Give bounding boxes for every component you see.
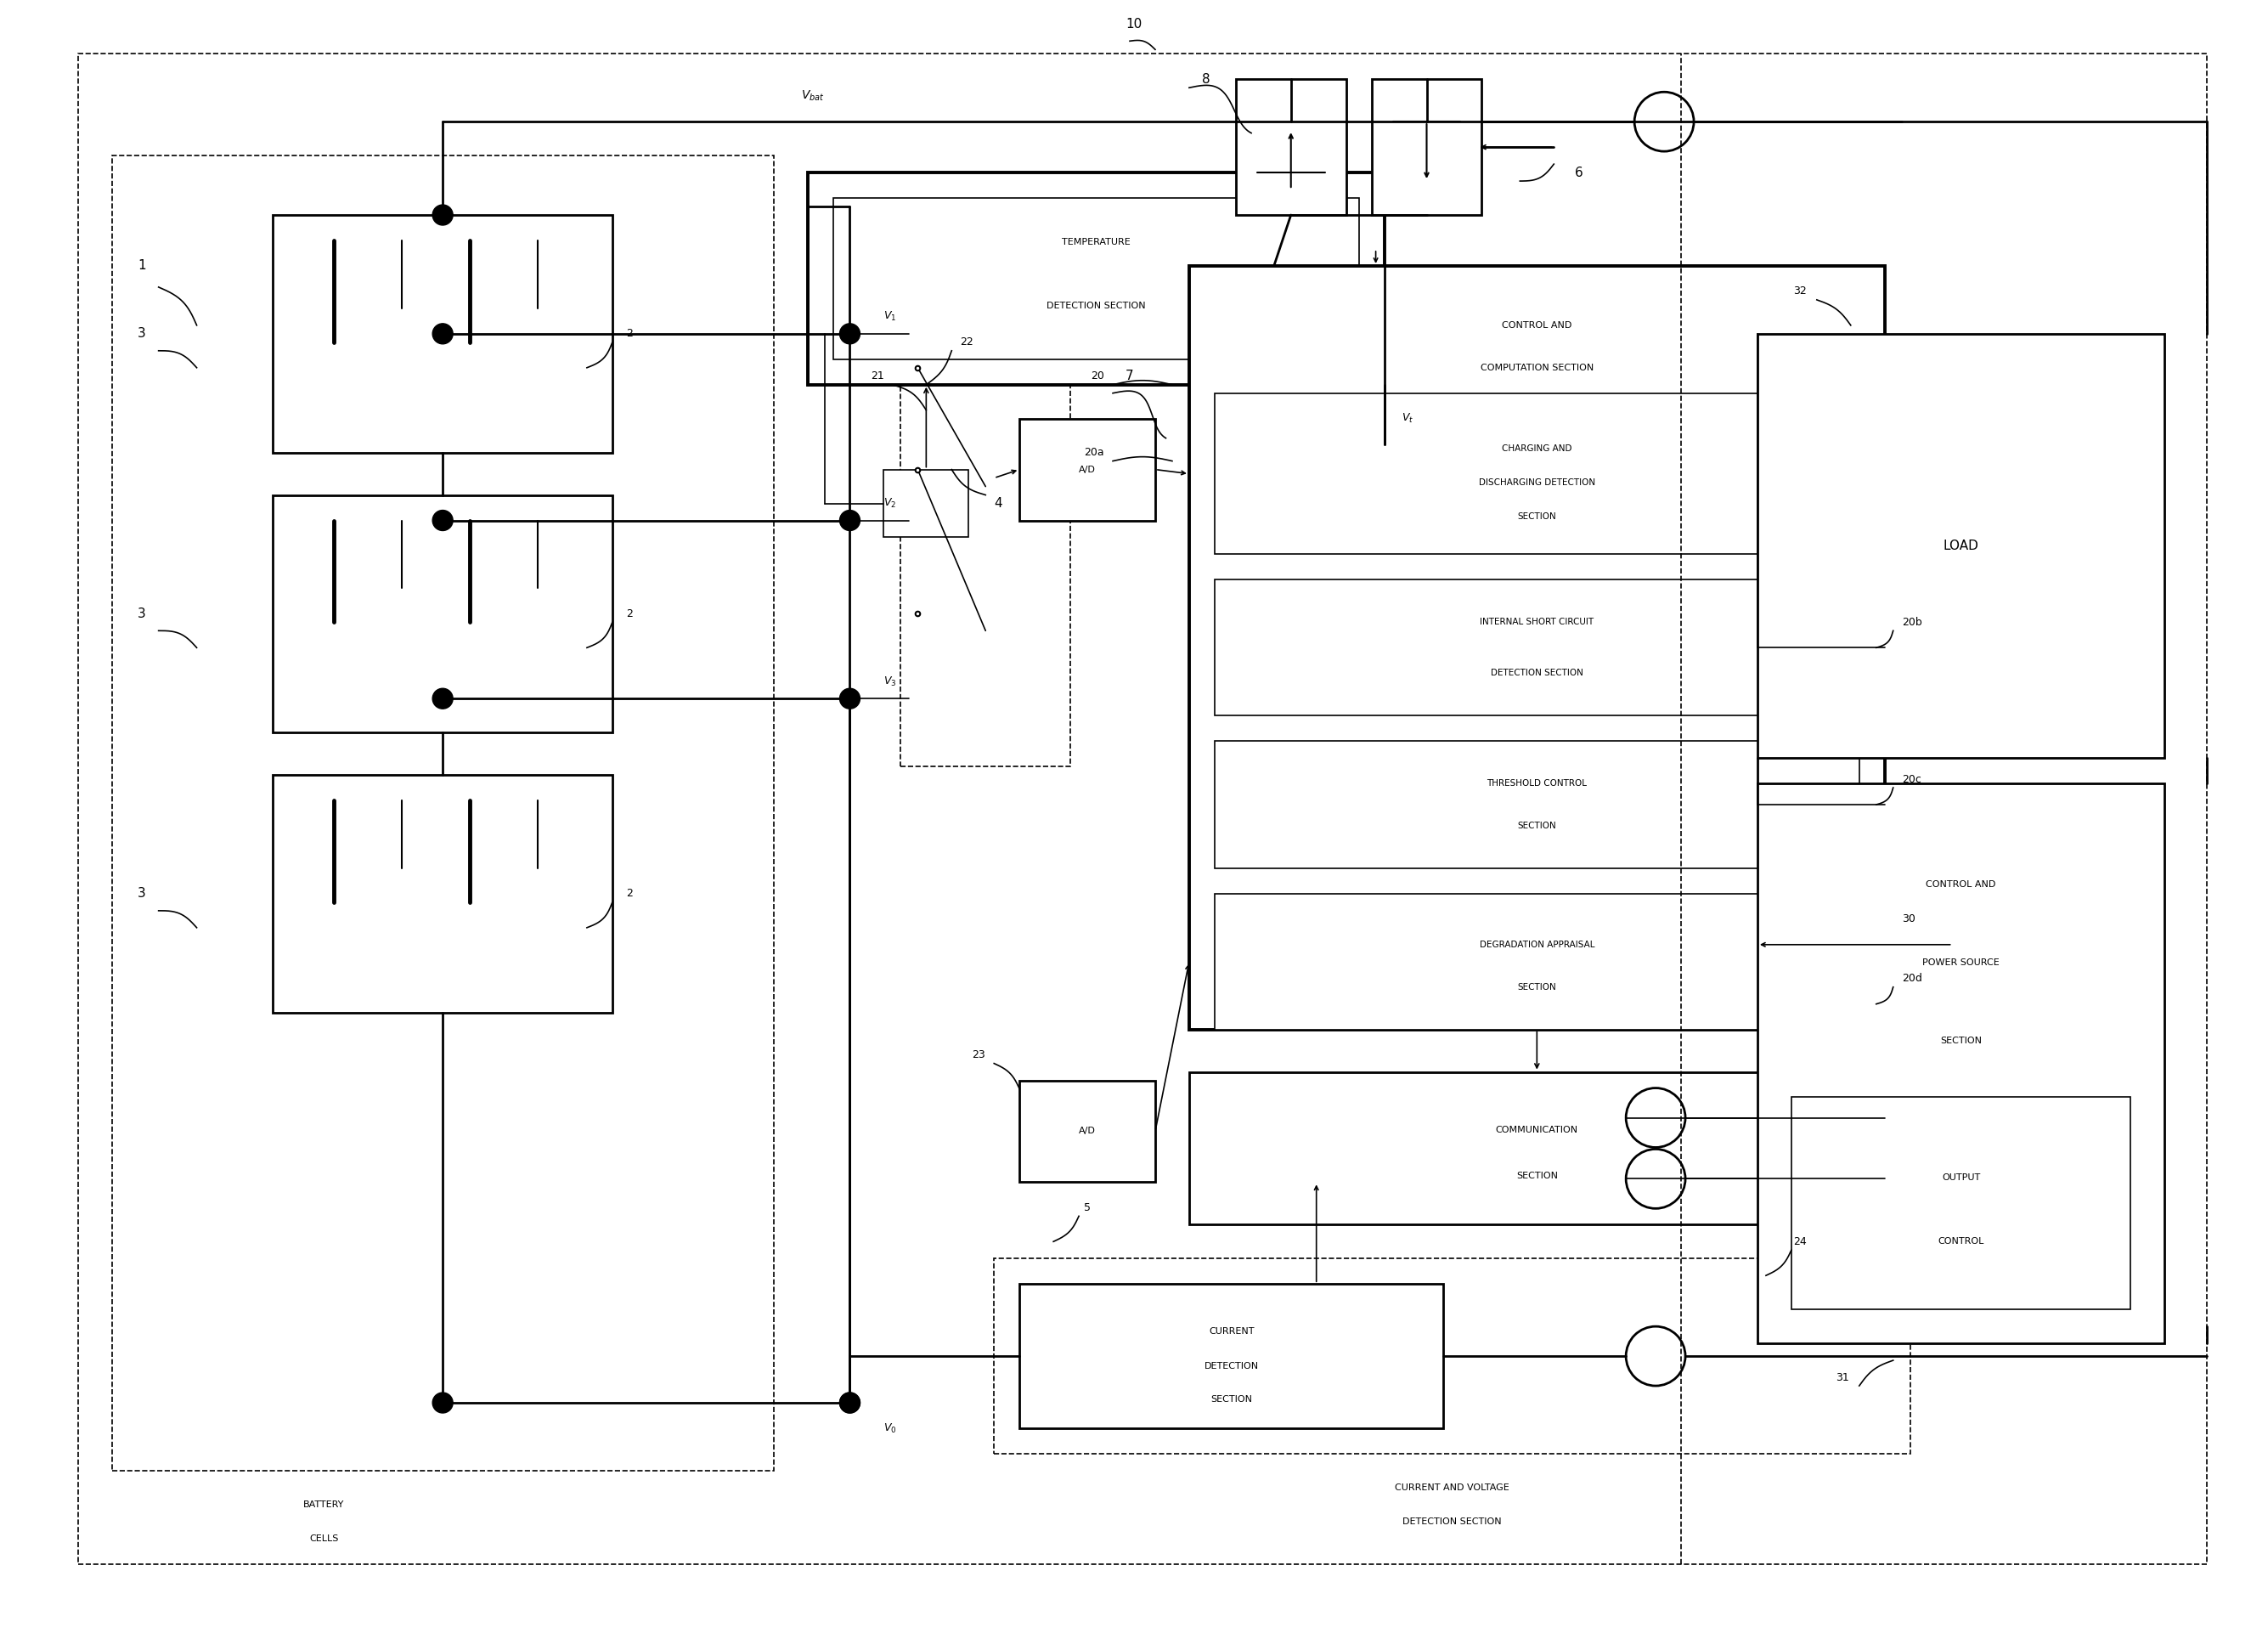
Text: SECTION: SECTION	[1939, 1036, 1982, 1044]
Text: CHARGING AND: CHARGING AND	[1501, 444, 1572, 452]
Bar	[281, 622, 603, 724]
Text: 20d: 20d	[1901, 973, 1921, 983]
Circle shape	[433, 323, 454, 343]
Circle shape	[433, 510, 454, 531]
Text: 30: 30	[1901, 914, 1914, 924]
Text: 20b: 20b	[1901, 617, 1921, 627]
Circle shape	[839, 688, 860, 709]
Text: CONTROL: CONTROL	[1937, 1238, 1984, 1246]
Text: 3: 3	[138, 327, 145, 340]
Text: TEMPERATURE: TEMPERATURE	[1061, 238, 1129, 247]
Text: SECTION: SECTION	[1517, 511, 1556, 520]
Bar	[281, 903, 603, 1003]
Text: 32: 32	[1794, 285, 1808, 297]
Text: INTERNAL SHORT CIRCUIT: INTERNAL SHORT CIRCUIT	[1481, 619, 1594, 627]
Text: 2: 2	[626, 888, 633, 899]
Text: 23: 23	[973, 1049, 987, 1061]
Text: DETECTION SECTION: DETECTION SECTION	[1402, 1518, 1501, 1526]
Bar	[1216, 393, 1860, 554]
Bar	[1236, 79, 1345, 214]
Text: $V_3$: $V_3$	[885, 675, 896, 688]
Text: THRESHOLD CONTROL: THRESHOLD CONTROL	[1488, 779, 1588, 787]
Text: BATTERY: BATTERY	[304, 1500, 345, 1508]
Bar	[272, 495, 612, 733]
Text: 7: 7	[1125, 370, 1134, 383]
Bar	[1021, 1081, 1154, 1181]
Text: A/D: A/D	[1080, 465, 1095, 474]
Bar	[1792, 1097, 2130, 1310]
Text: CONTROL AND: CONTROL AND	[1926, 879, 1996, 888]
Text: 20a: 20a	[1084, 447, 1105, 459]
Text: 5: 5	[1084, 1203, 1091, 1213]
Text: POWER SOURCE: POWER SOURCE	[1923, 959, 2000, 967]
Text: DETECTION SECTION: DETECTION SECTION	[1046, 302, 1145, 310]
Text: 21: 21	[871, 371, 885, 381]
Bar	[281, 342, 603, 444]
Text: 31: 31	[1835, 1371, 1848, 1383]
Bar	[807, 173, 1383, 384]
Text: SECTION: SECTION	[1211, 1396, 1252, 1404]
Text: COMMUNICATION: COMMUNICATION	[1495, 1125, 1579, 1134]
Text: 4: 4	[993, 497, 1002, 510]
Bar	[1021, 419, 1154, 520]
Bar	[993, 1259, 1910, 1454]
Text: $V_{bat}$: $V_{bat}$	[801, 89, 823, 104]
Bar	[1216, 741, 1860, 868]
Bar	[1188, 266, 1885, 1030]
Text: $V_t$: $V_t$	[1402, 412, 1413, 426]
Bar	[885, 470, 968, 538]
Circle shape	[433, 1393, 454, 1412]
Text: 8: 8	[1202, 73, 1211, 86]
Bar	[1758, 333, 2164, 757]
Bar	[1758, 784, 2164, 1343]
Bar	[111, 155, 773, 1470]
Text: 22: 22	[959, 337, 973, 348]
Circle shape	[839, 323, 860, 343]
Circle shape	[433, 688, 454, 709]
Text: A/D: A/D	[1080, 1127, 1095, 1135]
Text: 20: 20	[1091, 371, 1105, 381]
Bar	[272, 775, 612, 1013]
Bar	[1216, 894, 1860, 1030]
Text: CONTROL AND: CONTROL AND	[1501, 322, 1572, 330]
Text: CURRENT: CURRENT	[1209, 1327, 1254, 1336]
Text: SECTION: SECTION	[1517, 983, 1556, 992]
Text: DETECTION: DETECTION	[1204, 1361, 1259, 1371]
Text: DETECTION SECTION: DETECTION SECTION	[1490, 668, 1583, 678]
Text: 3: 3	[138, 607, 145, 620]
Text: 1: 1	[138, 259, 145, 272]
Circle shape	[839, 1393, 860, 1412]
Bar	[832, 198, 1359, 360]
Bar	[272, 214, 612, 452]
Text: DISCHARGING DETECTION: DISCHARGING DETECTION	[1479, 478, 1594, 487]
Text: SECTION: SECTION	[1517, 822, 1556, 830]
Circle shape	[839, 1393, 860, 1412]
Text: 10: 10	[1125, 18, 1143, 30]
Text: CURRENT AND VOLTAGE: CURRENT AND VOLTAGE	[1395, 1483, 1508, 1492]
Bar	[1021, 1284, 1445, 1429]
Text: SECTION: SECTION	[1515, 1172, 1558, 1180]
Bar	[1372, 79, 1481, 214]
Text: 20c: 20c	[1901, 774, 1921, 785]
Text: OUTPUT: OUTPUT	[1941, 1173, 1980, 1181]
Bar	[1216, 579, 1860, 716]
Circle shape	[433, 205, 454, 224]
Text: LOAD: LOAD	[1944, 540, 1978, 553]
Text: 24: 24	[1794, 1236, 1808, 1247]
Text: 2: 2	[626, 609, 633, 619]
Text: CELLS: CELLS	[308, 1534, 338, 1543]
Text: DEGRADATION APPRAISAL: DEGRADATION APPRAISAL	[1479, 940, 1594, 949]
Text: $V_1$: $V_1$	[885, 310, 896, 323]
Bar	[1188, 1072, 1885, 1224]
Text: $V_0$: $V_0$	[885, 1422, 896, 1434]
Text: 6: 6	[1576, 167, 1583, 178]
Text: 2: 2	[626, 328, 633, 340]
Text: $V_2$: $V_2$	[885, 497, 896, 510]
Bar	[900, 266, 1070, 767]
Circle shape	[839, 510, 860, 531]
Text: 3: 3	[138, 888, 145, 901]
Text: COMPUTATION SECTION: COMPUTATION SECTION	[1481, 363, 1594, 371]
